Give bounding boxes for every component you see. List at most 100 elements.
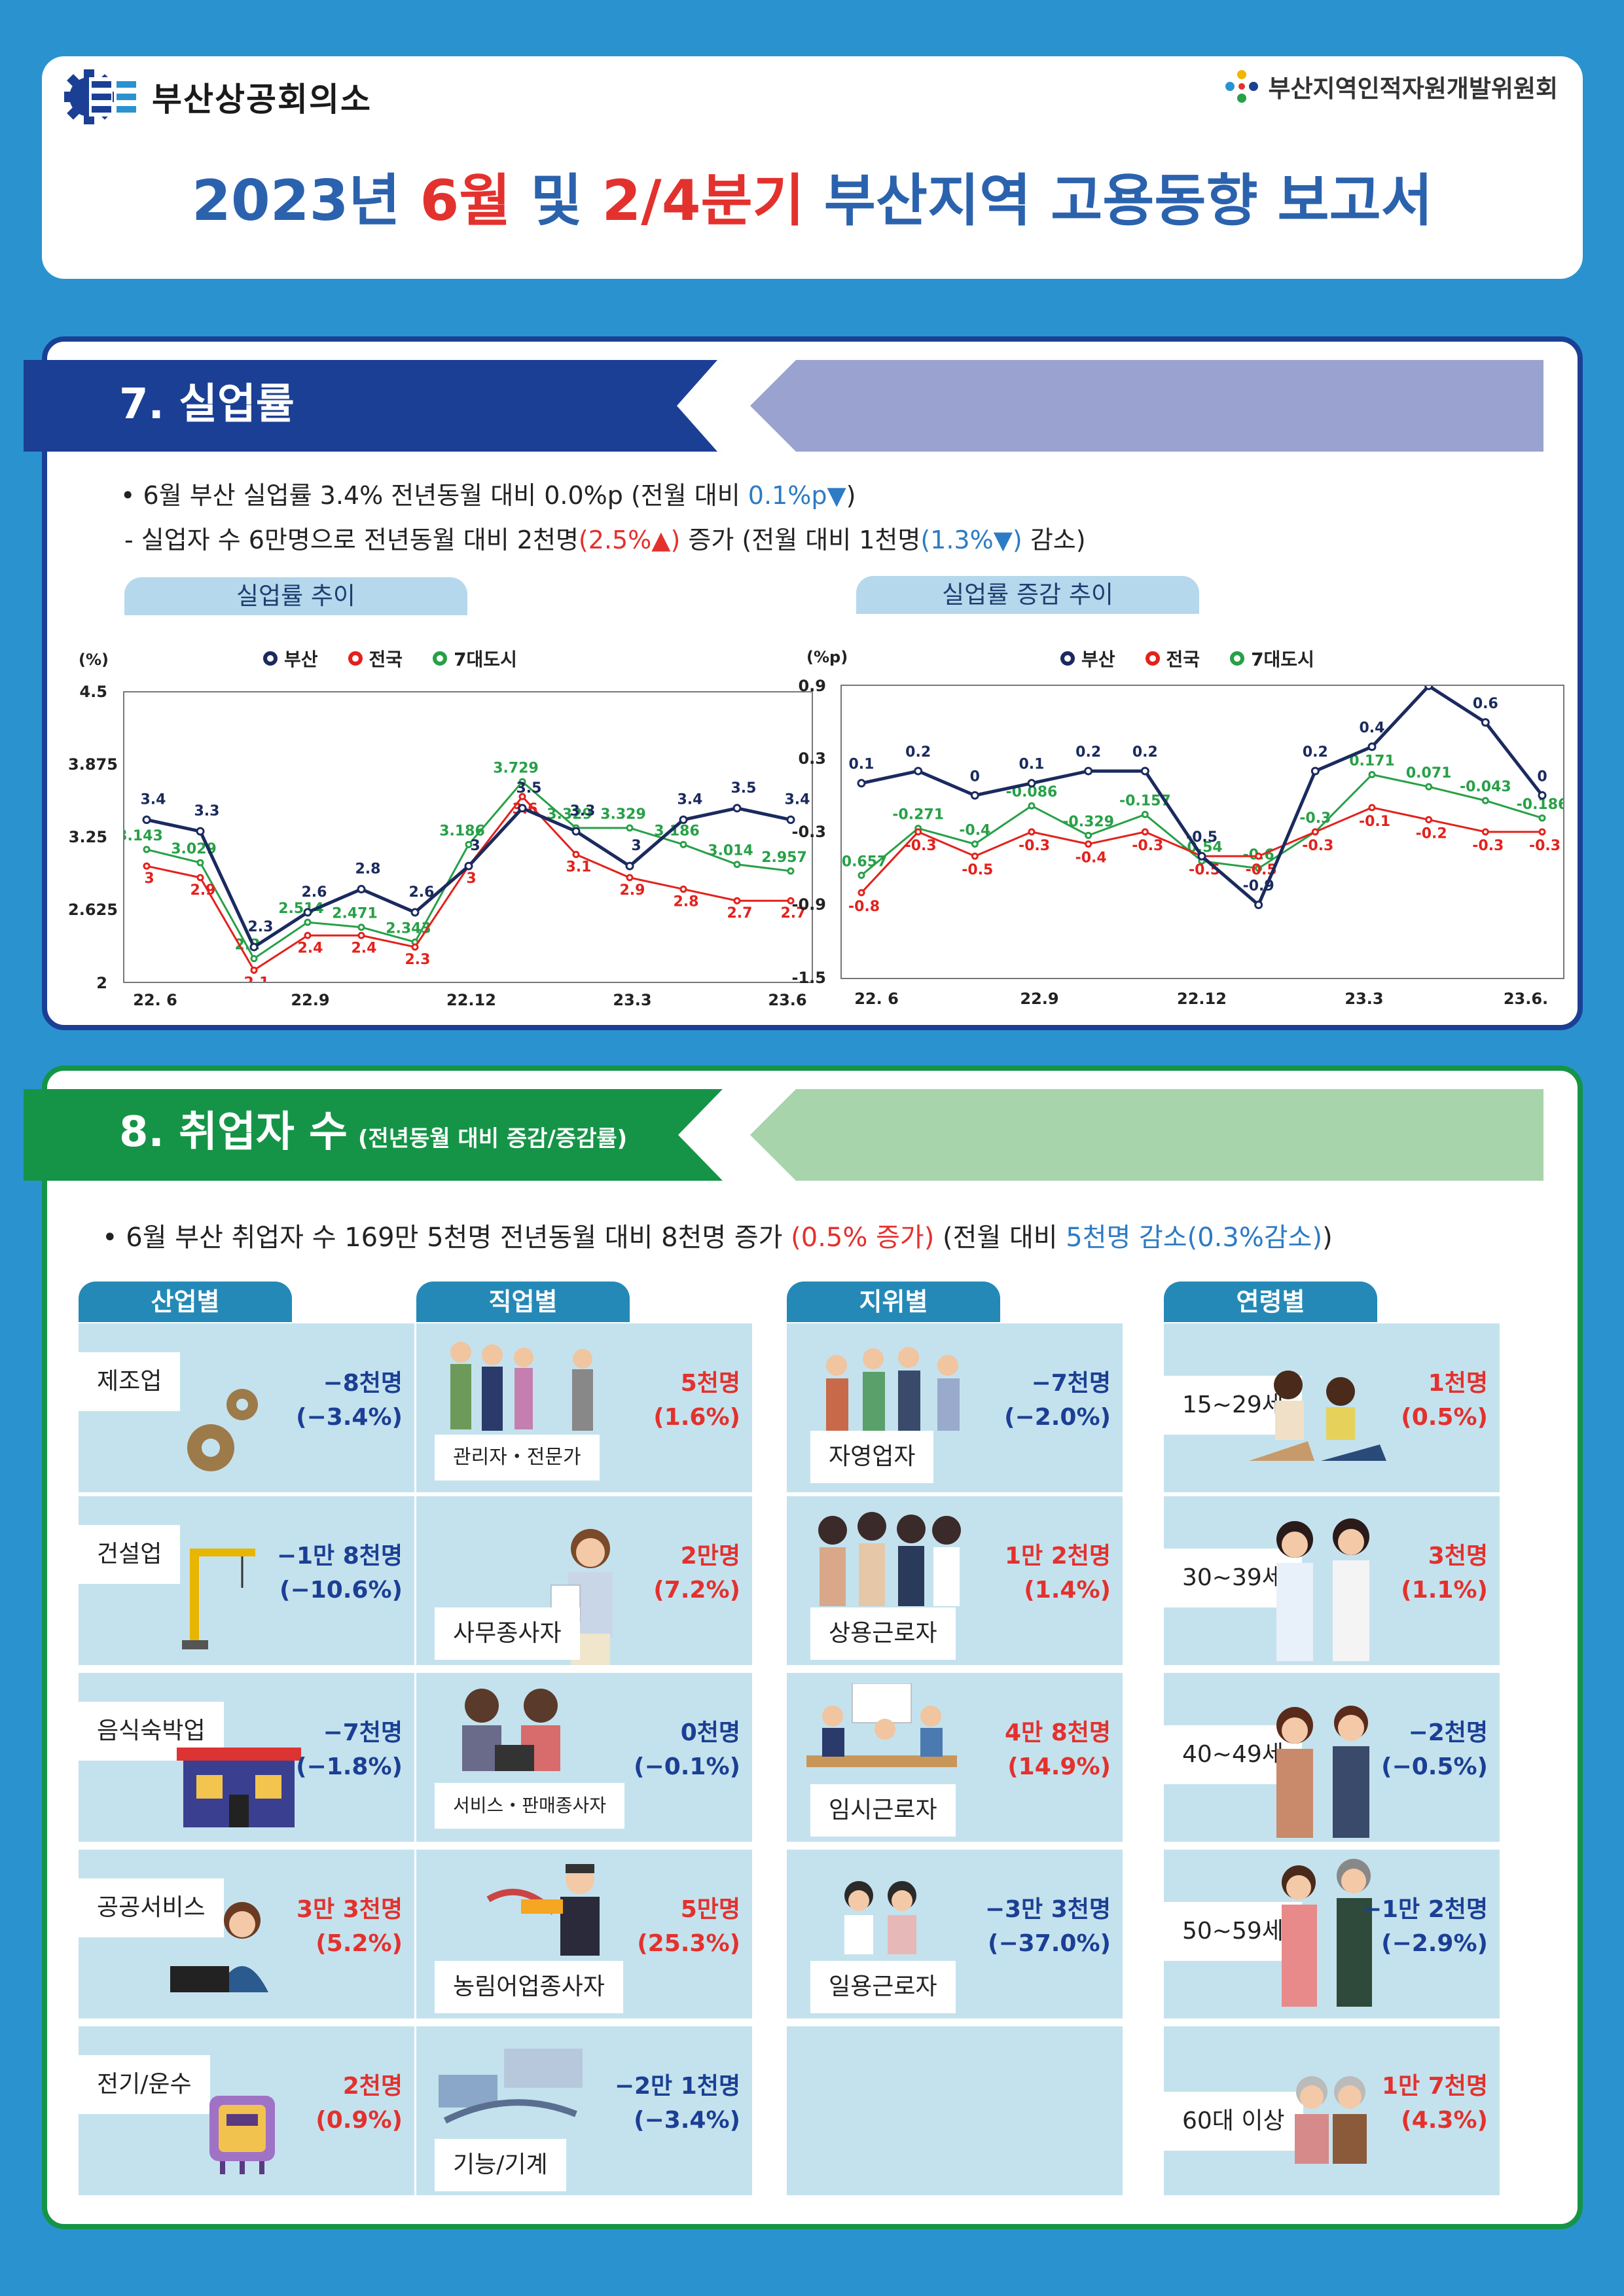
data-point [1141, 828, 1149, 836]
section7-banner [24, 360, 1543, 452]
status-cell: 자영업자 −7천명 (−2.0%) [787, 1323, 1123, 1492]
data-label: 3.186 [439, 823, 485, 839]
data-point [679, 815, 688, 824]
chart2-title-tab: 실업률 증감 추이 [856, 576, 1199, 614]
data-point [1311, 828, 1319, 836]
data-point [411, 943, 419, 951]
section8-heading: 8. 취업자 수 (전년동월 대비 증감/증감률) [119, 1108, 628, 1157]
data-point [971, 852, 979, 860]
chart2-xtick: 22. 6 [854, 990, 899, 1008]
data-point [1255, 852, 1263, 860]
data-label: 2.7 [727, 905, 753, 922]
data-point [250, 966, 258, 974]
chart1-ytick: 3.875 [68, 755, 118, 774]
data-label: -0.5 [962, 862, 993, 878]
data-point [1255, 865, 1263, 872]
chart1-xtick: 22.12 [446, 991, 496, 1009]
data-label: 3.329 [600, 806, 646, 823]
factory-machine-icon [439, 2049, 583, 2124]
data-label: 0 [1537, 768, 1547, 785]
category-occupation: 직업별 [416, 1282, 630, 1322]
age-cell: 15~29세 1천명 (0.5%) [1164, 1323, 1500, 1492]
industry-cell: 제조업 −8천명 (−3.4%) [79, 1323, 414, 1492]
age-value: 1만 7천명 (4.3%) [1382, 2073, 1488, 2134]
industry-cell: 공공서비스 3만 3천명 (5.2%) [79, 1850, 414, 2018]
occupation-cell: 농림어업종사자 5만명 (25.3%) [416, 1850, 752, 2018]
data-label: 3 [466, 870, 476, 887]
data-point [304, 931, 312, 939]
self-employed-icon [826, 1347, 960, 1431]
data-label: 2.1 [244, 975, 270, 982]
data-label: -0.043 [1460, 779, 1511, 795]
data-point [410, 908, 420, 917]
data-point [1085, 831, 1092, 839]
data-label: -0.4 [1075, 850, 1107, 867]
hrd-logo: 부산지역인적자원개발위원회 [1223, 68, 1558, 105]
data-point [1367, 742, 1377, 751]
data-label: 0.2 [1132, 744, 1158, 761]
legend-national: 전국 [348, 645, 403, 672]
data-label: -0.2 [1416, 825, 1447, 842]
data-point [1197, 852, 1206, 861]
data-point [1254, 901, 1263, 909]
meeting-icon [806, 1683, 957, 1767]
section7-heading: 7. 실업률 [119, 380, 295, 429]
legend-7cities: 7대도시 [1230, 645, 1314, 672]
status-label: 일용근로자 [810, 1961, 956, 2013]
data-label: -0.3 [1132, 838, 1163, 854]
data-point [1538, 814, 1546, 822]
section8-banner [24, 1089, 1543, 1181]
data-label: -0.3 [1299, 810, 1331, 827]
data-label: -0.657 [842, 853, 887, 870]
data-label: 2.8 [355, 861, 381, 878]
gear-logo-icon [64, 69, 136, 124]
chart2-xtick: 22.12 [1177, 990, 1227, 1008]
data-label: 2.4 [352, 940, 377, 956]
data-label: 0.6 [1473, 696, 1498, 712]
data-point [357, 885, 366, 894]
thirties-couple-icon [1276, 1518, 1369, 1661]
data-label: 3 [470, 838, 480, 854]
data-label: 0.1 [1019, 757, 1045, 773]
data-point [518, 804, 527, 813]
age-value: 1천명 (0.5%) [1401, 1370, 1488, 1431]
crane-icon [182, 1549, 255, 1649]
data-point [1424, 681, 1434, 691]
status-value: 4만 8천명 (14.9%) [1005, 1719, 1111, 1780]
age-cell: 40~49세 −2천명 (−0.5%) [1164, 1673, 1500, 1842]
chart2-ytick: -1.5 [791, 969, 826, 987]
occupation-label: 서비스・판매종사자 [435, 1783, 625, 1829]
occupation-value: −2만 1천명 (−3.4%) [614, 2073, 740, 2134]
hrd-name: 부산지역인적자원개발위원회 [1268, 75, 1558, 103]
data-point [679, 886, 687, 893]
chart2-xtick: 22.9 [1020, 990, 1059, 1008]
data-point [786, 815, 795, 824]
data-point [357, 931, 365, 939]
data-label: 3.3 [194, 803, 220, 819]
occupation-label: 사무종사자 [435, 1607, 580, 1660]
category-status: 지위별 [787, 1282, 1000, 1322]
industry-value: −7천명 (−1.8%) [296, 1719, 403, 1780]
data-point [572, 851, 580, 859]
youth-couple-icon [1249, 1371, 1386, 1461]
chart1-xtick: 22.9 [291, 991, 330, 1009]
data-label: 3.143 [124, 828, 163, 844]
section8-bullet: • 6월 부산 취업자 수 169만 5천명 전년동월 대비 8천명 증가 (0… [102, 1223, 1333, 1253]
chart2-xtick: 23.6. [1503, 990, 1549, 1008]
data-point [679, 840, 687, 848]
data-label: 0.171 [1349, 753, 1395, 769]
star-logo-icon [1225, 70, 1259, 103]
age-label: 50~59세 [1164, 1902, 1302, 1961]
data-point [1425, 783, 1433, 791]
data-label: -0.5 [1186, 829, 1218, 846]
category-industry: 산업별 [79, 1282, 292, 1322]
data-point [625, 861, 634, 870]
status-label: 자영업자 [810, 1431, 934, 1483]
chart2-legend: 부산 전국 7대도시 [1060, 645, 1314, 672]
industry-value: 2천명 (0.9%) [316, 2073, 403, 2134]
industry-label: 전기/운수 [79, 2055, 210, 2114]
data-point [787, 867, 795, 875]
data-label: 2.471 [332, 906, 378, 922]
data-label: 2.3 [248, 919, 274, 935]
chart1-ytick: 4.5 [79, 683, 107, 701]
